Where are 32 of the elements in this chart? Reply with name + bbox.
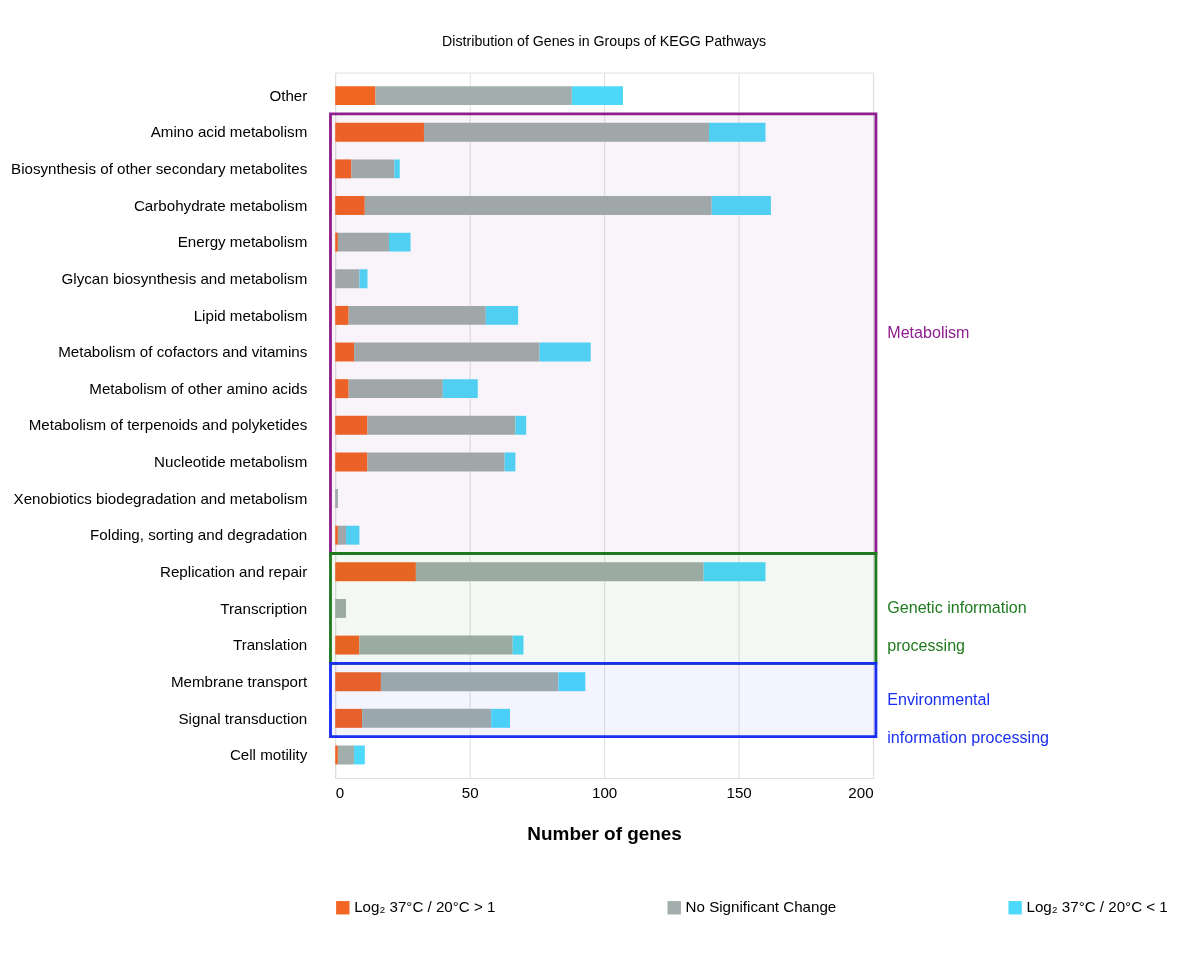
y-tick-label: Transcription: [220, 599, 308, 617]
y-tick-label: Metabolism of terpenoids and polyketides: [28, 416, 308, 434]
legend-label: Log₂ 37°C / 20°C < 1: [1026, 898, 1168, 916]
y-tick-label: Translation: [232, 636, 308, 654]
y-tick-label: Amino acid metabolism: [150, 123, 308, 141]
y-tick-label: Xenobiotics biodegradation and metabolism: [13, 489, 308, 507]
x-tick-label: 200: [848, 784, 874, 802]
y-tick-label: Glycan biosynthesis and metabolism: [61, 269, 308, 287]
y-tick-label: Nucleotide metabolism: [154, 453, 308, 471]
y-tick-label: Other: [269, 86, 308, 104]
x-tick-label: 50: [461, 784, 479, 802]
y-tick-label: Metabolism of other amino acids: [89, 379, 308, 397]
band-label: Metabolism: [887, 323, 970, 342]
y-tick-label: Replication and repair: [159, 563, 308, 581]
y-tick-label: Metabolism of cofactors and vitamins: [58, 343, 308, 361]
y-tick-label: Membrane transport: [170, 672, 309, 690]
x-tick-label: 100: [591, 784, 618, 802]
x-axis-title: Number of genes: [527, 823, 682, 845]
y-tick-label: Biosynthesis of other secondary metabolites: [11, 160, 308, 178]
y-tick-label: Carbohydrate metabolism: [133, 196, 308, 214]
chart-title: Distribution of Genes in Groups of KEGG Pathways: [442, 33, 767, 50]
y-tick-label: Lipid metabolism: [193, 306, 308, 324]
y-tick-label: Signal transduction: [178, 709, 308, 727]
text: Genetic information processing: [887, 598, 1027, 655]
y-tick-label: Energy metabolism: [177, 233, 308, 251]
x-tick-label: 150: [726, 784, 752, 802]
legend-label: Log₂ 37°C / 20°C > 1: [354, 898, 496, 916]
y-tick-label: Folding, sorting and degradation: [90, 526, 308, 544]
y-tick-label: Cell motility: [229, 746, 308, 764]
legend-label: No Significant Change: [685, 898, 837, 916]
text: Environmental information processing: [887, 689, 1050, 746]
x-tick-label: 0: [335, 784, 345, 802]
